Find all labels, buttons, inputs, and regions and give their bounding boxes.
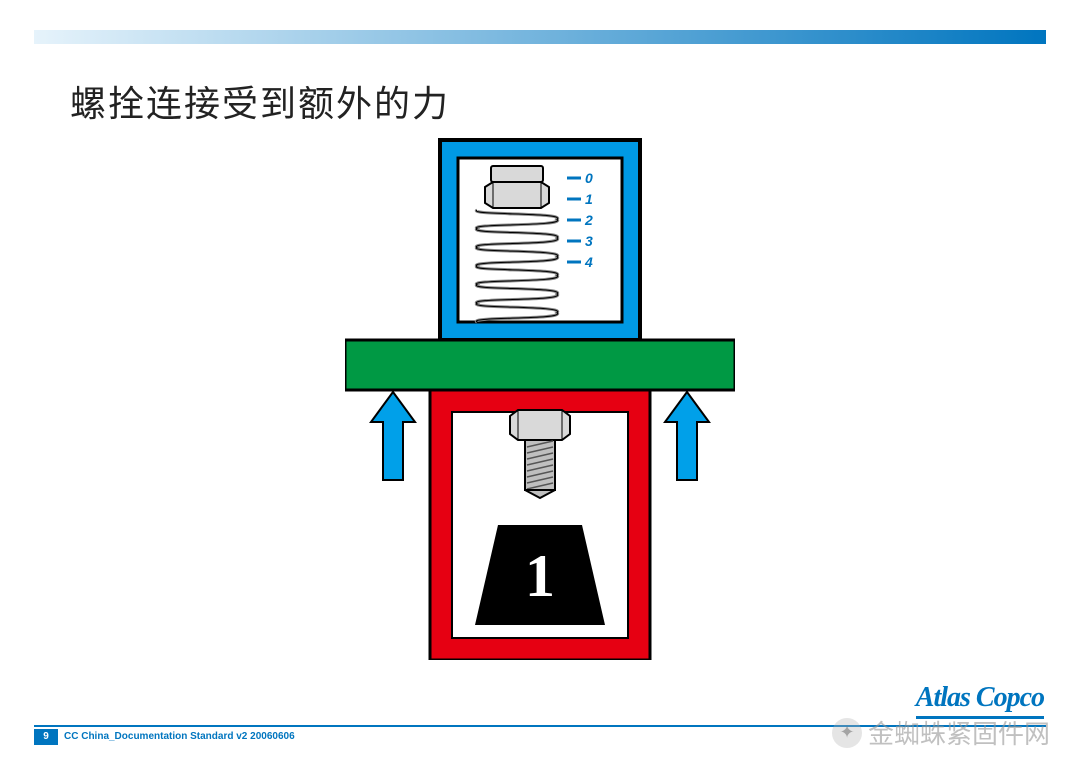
slide: 螺拴连接受到额外的力 0 1 2 3 4 1 Atlas Copco 9 CC China… <box>0 0 1080 763</box>
force-arrow <box>371 392 415 480</box>
watermark-text: 金蜘蛛紧固件网 <box>868 714 1050 751</box>
scale-label: 0 <box>585 170 593 186</box>
nut <box>510 410 570 440</box>
weight-label: 1 <box>525 543 555 609</box>
scale-label: 3 <box>585 233 593 249</box>
bolt-joint-diagram: 0 1 2 3 4 1 <box>345 130 735 660</box>
watermark: ✦ 金蜘蛛紧固件网 <box>832 714 1050 751</box>
brand-logo-text: Atlas Copco <box>916 682 1044 714</box>
bolt-cap <box>491 166 543 182</box>
force-arrow <box>665 392 709 480</box>
scale-label: 4 <box>584 254 593 270</box>
scale-label: 2 <box>584 212 593 228</box>
footer-text: CC China_Documentation Standard v2 20060… <box>64 729 295 745</box>
clamped-plate <box>345 340 735 390</box>
page-number: 9 <box>34 729 58 745</box>
header-bar <box>34 30 1046 44</box>
scale-label: 1 <box>585 191 593 207</box>
bolt-hex <box>485 182 549 208</box>
slide-title: 螺拴连接受到额外的力 <box>70 75 450 127</box>
wechat-icon: ✦ <box>832 718 862 748</box>
